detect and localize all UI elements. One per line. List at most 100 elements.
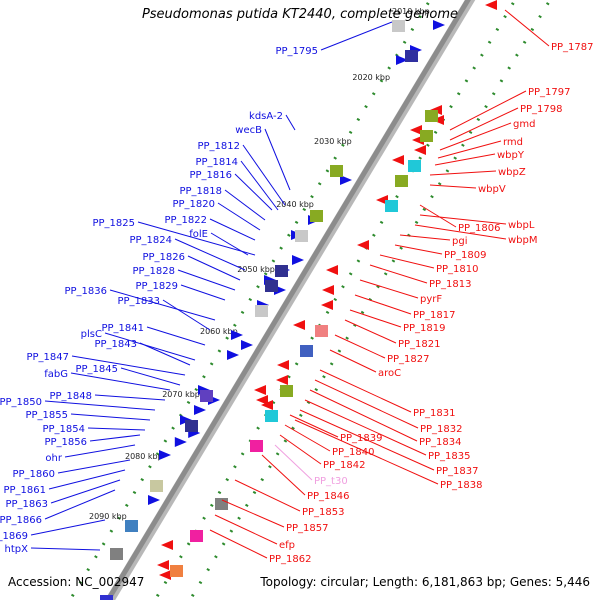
right-gene-label: aroC	[378, 368, 401, 379]
gene-feature-box	[300, 345, 313, 357]
left-leader-line	[234, 173, 273, 211]
gene-feature-box	[125, 520, 138, 532]
left-leader-line	[240, 160, 279, 211]
right-gene-label: gmd	[513, 119, 535, 130]
right-gene-label: pyrF	[420, 294, 442, 305]
right-gene-label: PP_t30	[314, 476, 348, 487]
left-leader-line	[94, 394, 166, 401]
reverse-gene	[321, 300, 333, 310]
gene-feature-box	[392, 20, 405, 32]
left-gene-label: PP_1828	[132, 266, 175, 277]
gene-feature-box	[250, 440, 263, 452]
right-leader-line	[209, 529, 268, 559]
reverse-gene	[277, 360, 289, 370]
right-leader-line	[354, 294, 412, 315]
right-gene-label: PP_1827	[387, 354, 430, 365]
right-gene-label: PP_1835	[428, 451, 471, 462]
gene-feature-box	[310, 210, 323, 222]
left-leader-line	[44, 400, 156, 411]
left-gene-label: PP_1866	[0, 515, 42, 526]
scale-label: 2040 kbp	[276, 200, 314, 209]
reverse-gene	[293, 320, 305, 330]
right-leader-line	[439, 122, 512, 151]
left-leader-line	[285, 114, 296, 131]
right-gene-label: wbpL	[508, 220, 535, 231]
left-gene-label: PP_1863	[5, 499, 48, 510]
right-gene-label: PP_1857	[286, 523, 329, 534]
gene-feature-box	[170, 565, 183, 577]
left-gene-label: kdsA-2	[249, 111, 283, 122]
left-leader-line	[139, 342, 191, 366]
forward-gene	[227, 350, 239, 360]
scale-label: 2050 kbp	[237, 265, 275, 274]
right-gene-label: PP_1838	[440, 480, 483, 491]
gene-feature-box	[295, 230, 308, 242]
left-leader-line	[320, 21, 393, 51]
left-gene-label: plsC	[81, 329, 102, 340]
right-leader-line	[334, 334, 386, 359]
left-leader-line	[64, 444, 136, 458]
left-leader-line	[30, 519, 106, 536]
forward-gene	[231, 330, 243, 340]
gene-feature-box	[110, 548, 123, 560]
right-gene-label: PP_1840	[332, 447, 375, 458]
left-gene-label: PP_1855	[25, 410, 68, 421]
right-leader-line	[284, 424, 331, 452]
right-gene-label: PP_1846	[307, 491, 350, 502]
left-gene-label: PP_1814	[195, 157, 238, 168]
reverse-gene	[357, 240, 369, 250]
left-gene-label: PP_1850	[0, 397, 42, 408]
forward-gene	[340, 175, 352, 185]
forward-gene	[159, 450, 171, 460]
right-gene-label: PP_1810	[436, 264, 479, 275]
left-gene-label: PP_1836	[64, 286, 107, 297]
left-gene-label: PP_1848	[49, 391, 92, 402]
left-gene-label: PP_1820	[172, 199, 215, 210]
left-gene-label: PP_1869	[0, 531, 28, 542]
right-leader-line	[429, 184, 477, 189]
right-gene-label: wbpV	[478, 184, 506, 195]
backbone-line	[102, 0, 471, 604]
reverse-gene	[276, 375, 288, 385]
left-leader-line	[89, 434, 141, 442]
gene-feature-box	[215, 498, 228, 510]
gene-feature-box	[405, 50, 418, 62]
right-leader-line	[274, 444, 313, 481]
left-gene-label: PP_1843	[94, 339, 137, 350]
scale-label: 2010 kbp	[392, 7, 430, 16]
left-gene-label: PP_1861	[3, 485, 46, 496]
right-leader-line	[314, 379, 419, 429]
right-leader-line	[319, 369, 412, 413]
right-leader-line	[329, 349, 377, 373]
left-leader-line	[162, 299, 211, 331]
right-leader-line	[429, 170, 497, 176]
left-gene-label: fabG	[44, 369, 68, 380]
right-leader-line	[434, 153, 496, 166]
right-leader-line	[449, 107, 519, 141]
right-leader-line	[309, 389, 418, 442]
right-leader-line	[419, 204, 457, 228]
left-gene-label: PP_1824	[129, 235, 172, 246]
left-leader-line	[70, 372, 171, 391]
gene-feature-box	[395, 175, 408, 187]
right-gene-label: PP_1832	[420, 424, 463, 435]
reverse-gene	[410, 125, 422, 135]
right-leader-line	[379, 254, 435, 269]
left-gene-label: htpX	[5, 544, 29, 555]
right-leader-line	[294, 419, 439, 485]
reverse-gene	[392, 155, 404, 165]
right-gene-label: PP_1831	[413, 408, 456, 419]
left-gene-label: PP_1860	[12, 469, 55, 480]
gene-feature-box	[255, 305, 268, 317]
left-leader-line	[146, 326, 206, 346]
right-gene-label: PP_1837	[436, 466, 479, 477]
left-leader-line	[87, 427, 146, 431]
gene-feature-box	[185, 420, 198, 432]
right-gene-label: PP_1862	[269, 554, 312, 565]
left-leader-line	[109, 289, 216, 321]
left-leader-line	[174, 238, 246, 271]
gene-feature-box	[265, 280, 278, 292]
scale-label: 2070 kbp	[162, 390, 200, 399]
genome-summary-text: Topology: circular; Length: 6,181,863 bp…	[260, 575, 590, 589]
